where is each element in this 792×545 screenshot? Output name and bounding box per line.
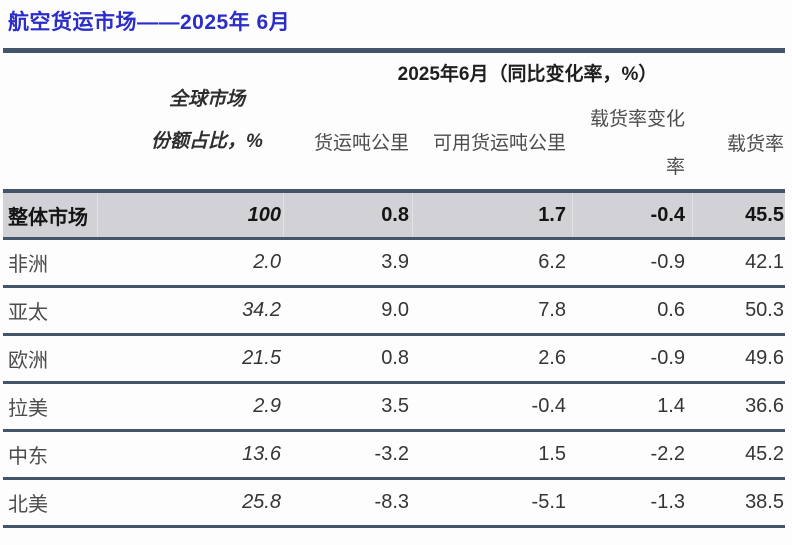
column-divider bbox=[283, 193, 284, 237]
ftk-value: 0.8 bbox=[381, 347, 409, 369]
aftk-header: 可用货运吨公里 bbox=[432, 133, 566, 154]
header-rule bbox=[3, 189, 785, 193]
aftk-value: 1.7 bbox=[538, 203, 566, 226]
column-divider bbox=[97, 193, 98, 237]
row-separator bbox=[3, 237, 785, 240]
aftk-value: 6.2 bbox=[538, 251, 566, 273]
region-label: 拉美 bbox=[8, 398, 48, 420]
row-separator bbox=[3, 381, 785, 384]
market-share-value: 2.9 bbox=[253, 395, 281, 417]
market-share-value: 2.0 bbox=[253, 251, 281, 273]
top-rule bbox=[3, 48, 785, 53]
table-row-middle-east: 中东 13.6 -3.2 1.5 -2.2 45.2 bbox=[0, 432, 792, 477]
column-divider bbox=[412, 193, 413, 237]
row-separator bbox=[3, 333, 785, 336]
aftk-value: 2.6 bbox=[538, 347, 566, 369]
ftk-value: 9.0 bbox=[381, 299, 409, 321]
ftk-header: 货运吨公里 bbox=[313, 133, 409, 154]
ftk-value: 3.5 bbox=[381, 395, 409, 417]
column-divider bbox=[572, 193, 573, 237]
market-share-value: 13.6 bbox=[242, 443, 281, 465]
row-separator bbox=[3, 429, 785, 432]
market-share-header-line1: 全球市场 bbox=[168, 89, 245, 110]
load-factor-value: 45.5 bbox=[745, 203, 784, 226]
row-separator bbox=[3, 285, 785, 288]
aftk-value: 1.5 bbox=[538, 443, 566, 465]
page-title: 航空货运市场——2025年 6月 bbox=[8, 11, 291, 34]
table-row-europe: 欧洲 21.5 0.8 2.6 -0.9 49.6 bbox=[0, 336, 792, 381]
region-label: 欧洲 bbox=[8, 350, 48, 372]
table-row-asia-pacific: 亚太 34.2 9.0 7.8 0.6 50.3 bbox=[0, 288, 792, 333]
table-row-overall-market: 整体市场 100 0.8 1.7 -0.4 45.5 bbox=[0, 193, 792, 237]
ftk-value: -8.3 bbox=[374, 491, 409, 513]
market-share-value: 34.2 bbox=[242, 299, 281, 321]
load-factor-change-value: 0.6 bbox=[657, 299, 685, 321]
load-factor-change-header-line1: 载货率变化 bbox=[589, 109, 685, 130]
load-factor-change-header-line2: 率 bbox=[665, 157, 685, 178]
load-factor-value: 50.3 bbox=[745, 299, 784, 321]
ftk-value: -3.2 bbox=[374, 443, 409, 465]
aftk-value: 7.8 bbox=[538, 299, 566, 321]
aftk-value: -0.4 bbox=[531, 395, 566, 417]
column-divider bbox=[692, 193, 693, 237]
load-factor-change-value: -2.2 bbox=[650, 443, 685, 465]
region-label: 中东 bbox=[8, 446, 48, 468]
load-factor-change-value: -0.9 bbox=[650, 251, 685, 273]
table-row-north-america: 北美 25.8 -8.3 -5.1 -1.3 38.5 bbox=[0, 480, 792, 525]
load-factor-change-value: -0.9 bbox=[650, 347, 685, 369]
market-share-value: 21.5 bbox=[242, 347, 281, 369]
load-factor-change-value: -0.4 bbox=[650, 203, 685, 226]
highlight-row-background bbox=[3, 193, 785, 237]
aftk-value: -5.1 bbox=[531, 491, 566, 513]
load-factor-change-value: 1.4 bbox=[657, 395, 685, 417]
row-separator bbox=[3, 477, 785, 480]
load-factor-value: 49.6 bbox=[745, 347, 784, 369]
bottom-rule bbox=[3, 525, 785, 528]
market-share-value: 100 bbox=[247, 203, 281, 226]
market-share-header-line2: 份额占比，% bbox=[151, 131, 263, 152]
region-label: 非洲 bbox=[8, 254, 48, 276]
load-factor-value: 36.6 bbox=[745, 395, 784, 417]
ftk-value: 3.9 bbox=[381, 251, 409, 273]
table-row-latin-america: 拉美 2.9 3.5 -0.4 1.4 36.6 bbox=[0, 384, 792, 429]
period-header: 2025年6月（同比变化率，%） bbox=[397, 64, 658, 85]
load-factor-change-value: -1.3 bbox=[650, 491, 685, 513]
load-factor-value: 42.1 bbox=[745, 251, 784, 273]
load-factor-header: 载货率 bbox=[726, 134, 784, 155]
region-label: 整体市场 bbox=[8, 206, 88, 229]
ftk-value: 0.8 bbox=[381, 203, 409, 226]
table-row-africa: 非洲 2.0 3.9 6.2 -0.9 42.1 bbox=[0, 240, 792, 285]
load-factor-value: 38.5 bbox=[745, 491, 784, 513]
market-share-value: 25.8 bbox=[242, 491, 281, 513]
region-label: 亚太 bbox=[8, 302, 48, 324]
load-factor-value: 45.2 bbox=[745, 443, 784, 465]
region-label: 北美 bbox=[8, 494, 48, 516]
